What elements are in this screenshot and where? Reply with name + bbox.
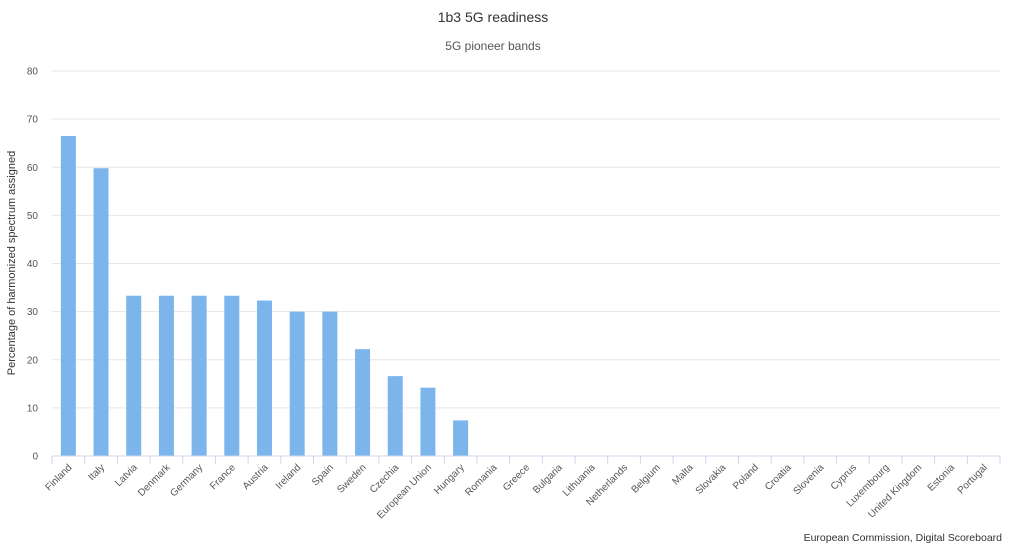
x-tick-label: Croatia xyxy=(763,462,794,493)
bar xyxy=(158,295,174,456)
y-tick-label: 40 xyxy=(27,259,39,270)
x-tick-label: Ireland xyxy=(274,462,303,491)
y-tick-label: 0 xyxy=(32,452,38,463)
bar xyxy=(191,295,207,456)
x-tick-label: Finland xyxy=(43,462,74,493)
y-tick-label: 70 xyxy=(27,115,39,126)
x-tick-label: Estonia xyxy=(926,462,958,494)
x-tick-label: Austria xyxy=(241,462,271,492)
bar xyxy=(60,135,76,456)
y-tick-label: 20 xyxy=(27,355,39,366)
x-tick-label: Latvia xyxy=(113,462,140,489)
bar xyxy=(322,311,338,456)
y-tick-label: 50 xyxy=(27,211,39,222)
x-tick-label: Spain xyxy=(310,462,336,488)
bar xyxy=(289,311,305,456)
y-tick-label: 80 xyxy=(27,67,39,78)
x-tick-label: Denmark xyxy=(136,462,173,499)
gridlines xyxy=(52,70,1000,409)
y-tick-label: 10 xyxy=(27,403,39,414)
x-tick-label: Poland xyxy=(731,462,761,492)
chart-title: 1b3 5G readiness xyxy=(438,9,549,25)
x-tick-label: Belgium xyxy=(630,462,663,495)
x-tick-label: Hungary xyxy=(432,462,467,497)
x-tick-label: France xyxy=(208,462,238,492)
bar xyxy=(420,387,436,456)
y-axis-label: Percentage of harmonized spectrum assign… xyxy=(6,151,18,375)
bar xyxy=(453,420,469,456)
x-tick-label: Greece xyxy=(501,462,532,493)
y-tick-label: 30 xyxy=(27,307,39,318)
bars xyxy=(60,135,469,456)
bar xyxy=(224,295,240,456)
bar xyxy=(126,295,142,456)
x-tick-label: Germany xyxy=(168,462,205,499)
x-tick-label: Italy xyxy=(86,462,107,483)
x-tick-label: Slovakia xyxy=(694,462,729,497)
x-tick-label: Sweden xyxy=(335,462,368,495)
bar xyxy=(256,300,272,456)
x-tick-label: Portugal xyxy=(956,462,990,496)
x-tick-label: Malta xyxy=(671,462,696,487)
x-tick-label: Cyprus xyxy=(829,462,859,492)
x-tick-label: Slovenia xyxy=(791,462,826,497)
y-tick-label: 60 xyxy=(27,163,39,174)
bar xyxy=(93,168,109,456)
y-axis-ticks: 0 10 20 30 40 50 60 70 80 xyxy=(27,67,39,463)
chart-subtitle: 5G pioneer bands xyxy=(445,39,540,53)
x-tick-label: Romania xyxy=(463,462,499,498)
chart-credit: European Commission, Digital Scoreboard xyxy=(804,532,1003,544)
bar xyxy=(355,349,371,456)
bar xyxy=(387,376,403,456)
